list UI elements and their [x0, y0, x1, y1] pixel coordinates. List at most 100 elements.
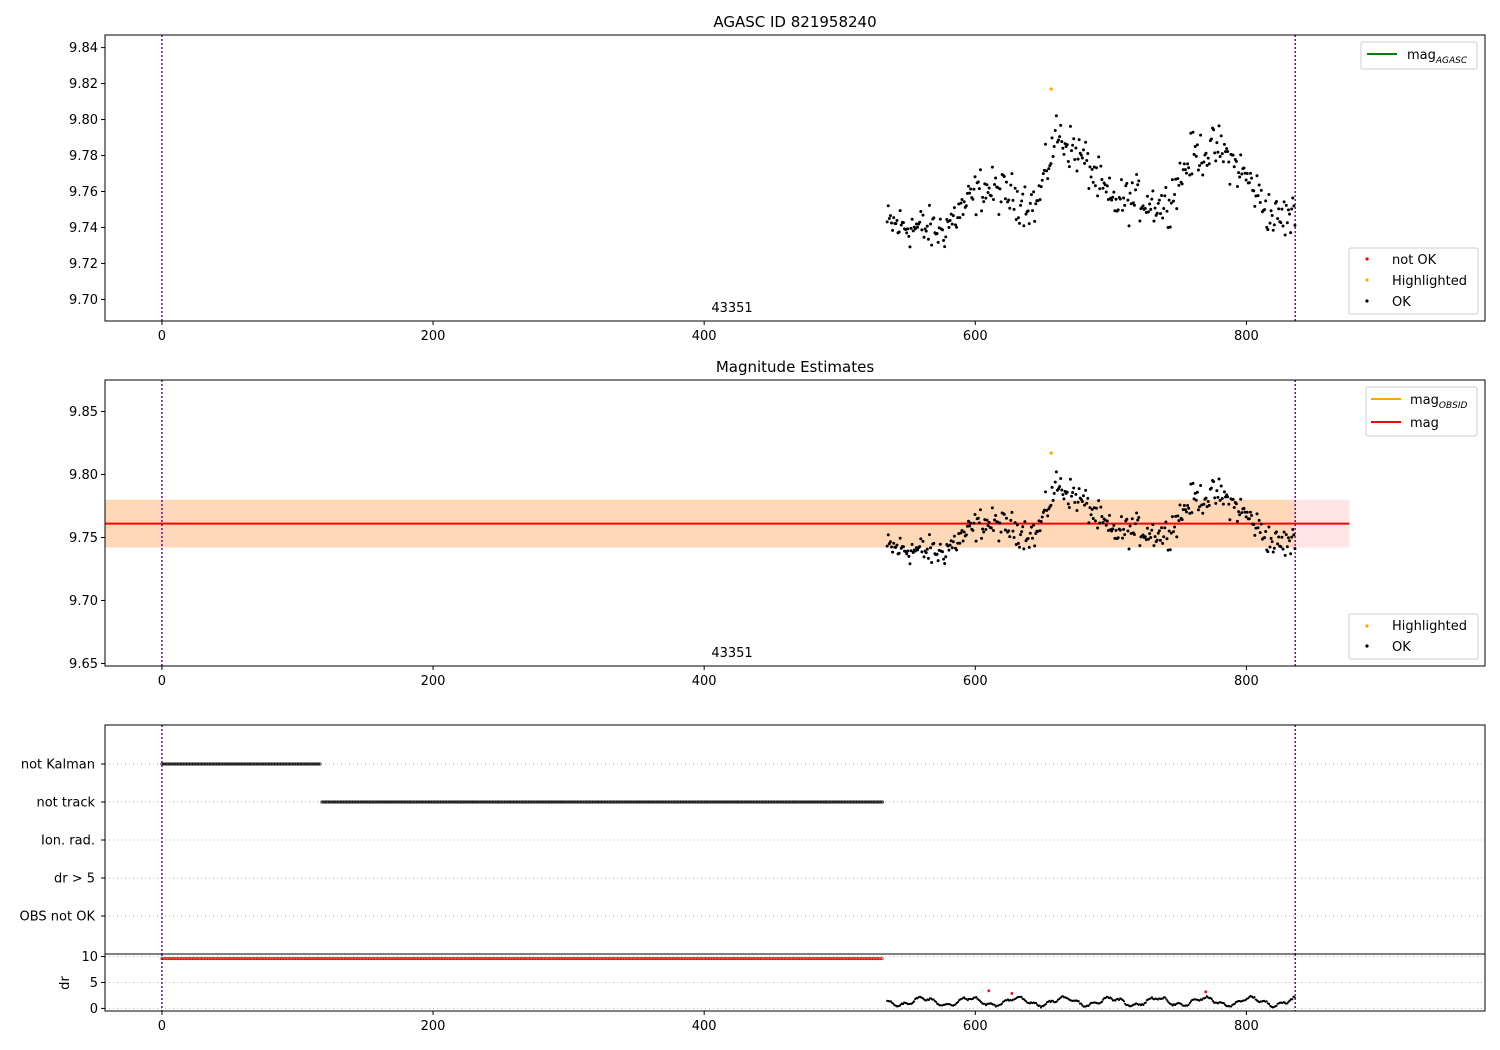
panel3-flag-point — [675, 800, 679, 804]
panel2-plot — [105, 380, 1350, 666]
panel3-flag-point — [843, 800, 847, 804]
panel3-flag-point — [858, 800, 862, 804]
panel3-flag-point — [409, 800, 413, 804]
panel4-dr-point — [1253, 996, 1256, 999]
panel4-capped-point — [486, 957, 490, 961]
panel3-flag-point — [279, 762, 283, 766]
panel3-flag-point — [363, 800, 367, 804]
panel1-point-ok — [898, 209, 902, 213]
panel4-xtick-label: 800 — [1234, 1019, 1259, 1034]
panel4-capped-point — [862, 957, 866, 961]
panel4-capped-point — [328, 957, 332, 961]
panel2-point-ok — [1091, 516, 1095, 520]
panel2-point-ok — [971, 528, 975, 532]
panel3-flag-point — [302, 762, 306, 766]
panel3-plot — [105, 725, 1485, 954]
panel4-capped-point — [287, 957, 291, 961]
panel2-point-ok — [906, 549, 910, 553]
panel1-point-ok — [1080, 156, 1084, 160]
panel4-capped-point — [425, 957, 429, 961]
panel2-point-ok — [1155, 538, 1159, 542]
panel4-capped-point — [278, 957, 282, 961]
panel2-ytick-label: 9.70 — [69, 594, 98, 609]
panel4-capped-point — [285, 957, 289, 961]
panel4-capped-point — [697, 957, 701, 961]
panel1-point-ok — [1193, 144, 1197, 148]
panel3-flag-point — [338, 800, 342, 804]
panel2-point-ok — [1141, 533, 1145, 537]
panel4-capped-point — [404, 957, 408, 961]
panel4-capped-point — [282, 957, 286, 961]
panel4-capped-point — [637, 957, 641, 961]
panel4-capped-point — [166, 957, 170, 961]
panel2-point-ok — [1011, 529, 1015, 533]
panel3-flag-point — [702, 800, 706, 804]
panel4-capped-point — [849, 957, 853, 961]
panel4-capped-point — [762, 957, 766, 961]
panel1-point-ok — [1116, 208, 1120, 212]
panel4-capped-point — [645, 957, 649, 961]
panel3-flag-point — [594, 800, 598, 804]
panel2-point-ok — [1220, 496, 1224, 500]
panel4-capped-point — [588, 957, 592, 961]
panel2-point-ok — [910, 542, 914, 546]
panel3-flag-point — [388, 800, 392, 804]
panel4-capped-point — [498, 957, 502, 961]
panel4-capped-point — [841, 957, 845, 961]
panel1-point-ok — [980, 209, 984, 213]
panel1-point-ok — [1202, 160, 1206, 164]
panel2-point-ok — [911, 551, 915, 555]
panel2-point-ok — [1116, 536, 1120, 540]
panel4-capped-point — [495, 957, 499, 961]
panel4-capped-point — [366, 957, 370, 961]
panel3-flag-point — [217, 762, 221, 766]
panel4-capped-point — [728, 957, 732, 961]
panel2-point-ok — [1068, 477, 1072, 481]
panel3-flag-point — [387, 800, 391, 804]
panel4-capped-point — [431, 957, 435, 961]
panel4-capped-point — [321, 957, 325, 961]
panel4-xtick-label: 0 — [158, 1019, 166, 1034]
panel4-capped-point — [251, 957, 255, 961]
panel1-point-ok — [949, 212, 953, 216]
panel3-flag-point — [685, 800, 689, 804]
panel2-point-ok — [898, 536, 902, 540]
panel3-flag-point — [788, 800, 792, 804]
panel4-capped-point — [756, 957, 760, 961]
panel2-point-ok — [1072, 486, 1076, 490]
panel4-capped-point — [179, 957, 183, 961]
panel3-flag-point — [706, 800, 710, 804]
panel4-capped-point — [724, 957, 728, 961]
panel3-flag-point — [505, 800, 509, 804]
panel2-point-ok — [1215, 489, 1219, 493]
panel3-flag-point — [182, 762, 186, 766]
panel4-capped-point — [624, 957, 628, 961]
panel3-flag-point — [815, 800, 819, 804]
panel4-capped-point — [652, 957, 656, 961]
panel3-flag-point — [803, 800, 807, 804]
panel4-capped-point — [433, 957, 437, 961]
panel4-capped-point — [501, 957, 505, 961]
panel4-capped-point — [628, 957, 632, 961]
panel4-capped-point — [792, 957, 796, 961]
panel2-point-ok — [1243, 510, 1247, 514]
panel4-capped-point — [223, 957, 227, 961]
panel4-capped-point — [482, 957, 486, 961]
panel3-flag-point — [812, 800, 816, 804]
panel4-dr-point — [1291, 998, 1294, 1001]
panel4-capped-point — [794, 957, 798, 961]
panel2-point-ok — [977, 521, 981, 525]
panel1-point-ok — [901, 221, 905, 225]
panel3-flag-point — [651, 800, 655, 804]
panel4-capped-point — [494, 957, 498, 961]
panel1-point-ok — [1245, 171, 1249, 175]
panel3-flag-point — [833, 800, 837, 804]
panel3-flag-point — [551, 800, 555, 804]
panel1-point-ok — [1137, 179, 1141, 183]
panel1-point-ok — [1255, 174, 1259, 178]
panel4-capped-point — [399, 957, 403, 961]
panel3-flag-point — [403, 800, 407, 804]
panel4-capped-point — [421, 957, 425, 961]
